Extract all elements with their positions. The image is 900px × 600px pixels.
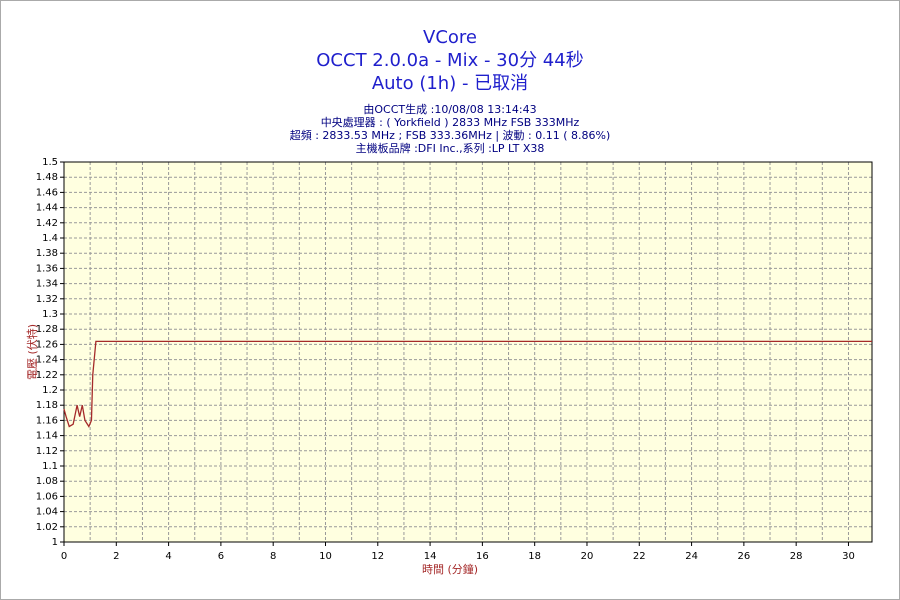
x-tick-label: 2 [113,551,119,562]
y-tick-label: 1.12 [36,446,58,457]
y-axis-label: 電壓 (伏特) [25,324,39,380]
y-tick-label: 1.48 [36,172,58,183]
info-line: 中央處理器 : ( Yorkfield ) 2833 MHz FSB 333MH… [321,115,580,129]
x-tick-label: 16 [476,551,489,562]
y-tick-label: 1.4 [42,233,58,244]
y-tick-label: 1.1 [42,461,58,472]
plot-border [63,161,873,543]
x-tick-label: 12 [371,551,384,562]
x-tick-label: 30 [842,551,855,562]
y-tick-label: 1.02 [36,522,58,533]
x-tick-label: 18 [528,551,541,562]
y-tick-label: 1.3 [42,309,58,320]
info-line: 超頻 : 2833.53 MHz ; FSB 333.36MHz | 波動 : … [290,128,611,142]
chart-subtitle: Auto (1h) - 已取消 [372,73,528,94]
y-tick-label: 1.46 [36,187,58,198]
y-tick-label: 1.26 [36,339,58,350]
info-line: 主機板品牌 :DFI Inc.,系列 :LP LT X38 [356,141,545,155]
x-tick-label: 4 [165,551,171,562]
x-tick-label: 24 [685,551,698,562]
y-tick-label: 1.42 [36,218,58,229]
y-tick-label: 1.22 [36,370,58,381]
y-tick-label: 1.04 [36,507,58,518]
y-tick-label: 1.2 [42,385,58,396]
y-tick-label: 1.28 [36,324,58,335]
data-line [63,340,872,428]
chart-subtitle: OCCT 2.0.0a - Mix - 30分 44秒 [316,50,583,71]
y-tick-label: 1.32 [36,294,58,305]
x-tick-label: 10 [319,551,332,562]
y-tick-label: 1 [52,537,58,548]
x-tick-label: 14 [424,551,437,562]
chart-title: VCore [423,27,477,48]
x-tick-label: 26 [738,551,751,562]
x-tick-label: 8 [270,551,276,562]
y-tick-label: 1.34 [36,279,58,290]
y-tick-label: 1.36 [36,263,58,274]
y-tick-label: 1.18 [36,400,58,411]
y-tick-label: 1.5 [42,157,58,168]
x-tick-label: 28 [790,551,803,562]
y-tick-label: 1.24 [36,355,58,366]
plot-area [64,162,872,542]
x-axis-label: 時間 (分鐘) [422,562,478,576]
x-tick-label: 6 [218,551,224,562]
y-tick-label: 1.06 [36,491,58,502]
y-tick-label: 1.44 [36,203,58,214]
info-line: 由OCCT生成 :10/08/08 13:14:43 [363,102,536,116]
y-tick-label: 1.08 [36,476,58,487]
x-tick-label: 0 [61,551,67,562]
y-tick-label: 1.38 [36,248,58,259]
x-tick-label: 22 [633,551,646,562]
y-tick-label: 1.16 [36,415,58,426]
y-tick-label: 1.14 [36,431,58,442]
x-tick-label: 20 [581,551,594,562]
